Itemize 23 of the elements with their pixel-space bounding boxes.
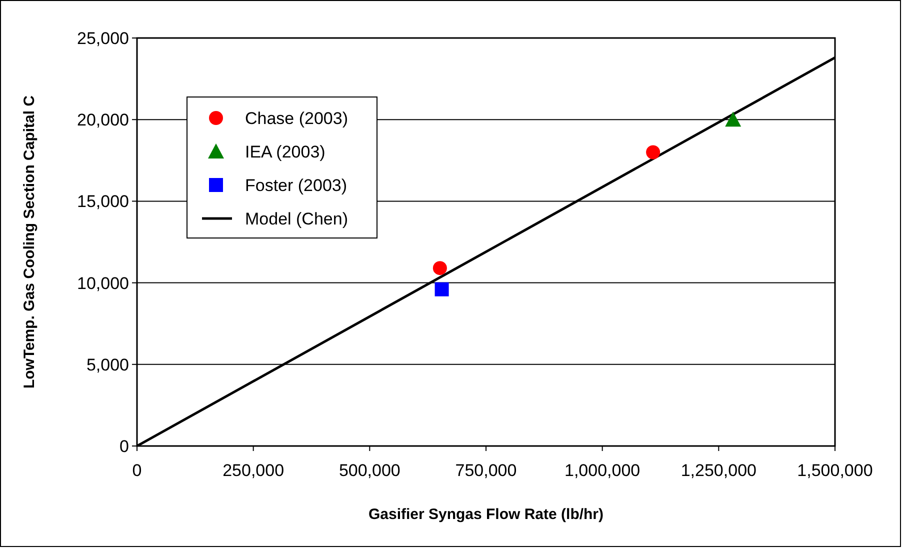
y-tick-label: 10,000 bbox=[77, 274, 129, 293]
x-axis-title: Gasifier Syngas Flow Rate (lb/hr) bbox=[368, 506, 604, 523]
legend-label: Chase (2003) bbox=[245, 108, 348, 128]
legend-label: Model (Chen) bbox=[245, 209, 348, 228]
y-axis-title: LowTemp. Gas Cooling Section Capital C bbox=[21, 95, 38, 389]
y-tick-label: 0 bbox=[120, 436, 129, 456]
x-tick-label: 500,000 bbox=[338, 461, 400, 480]
point bbox=[434, 282, 449, 296]
point bbox=[725, 112, 742, 127]
y-tick-label: 20,000 bbox=[77, 110, 129, 130]
y-tick-label: 5,000 bbox=[86, 355, 129, 374]
y-tick-label: 25,000 bbox=[77, 28, 129, 48]
x-tick-label: 1,500,000 bbox=[797, 461, 873, 480]
x-tick-label: 750,000 bbox=[455, 461, 517, 480]
point bbox=[646, 145, 660, 160]
legend-label: IEA (2003) bbox=[245, 142, 326, 162]
x-tick-label: 250,000 bbox=[222, 461, 284, 480]
legend-label: Foster (2003) bbox=[245, 176, 348, 195]
x-tick-label: 0 bbox=[132, 461, 142, 480]
x-tick-label: 1,250,000 bbox=[680, 461, 756, 480]
x-tick-label: 1,000,000 bbox=[564, 461, 640, 480]
point bbox=[432, 261, 447, 276]
y-tick-label: 15,000 bbox=[77, 192, 129, 212]
